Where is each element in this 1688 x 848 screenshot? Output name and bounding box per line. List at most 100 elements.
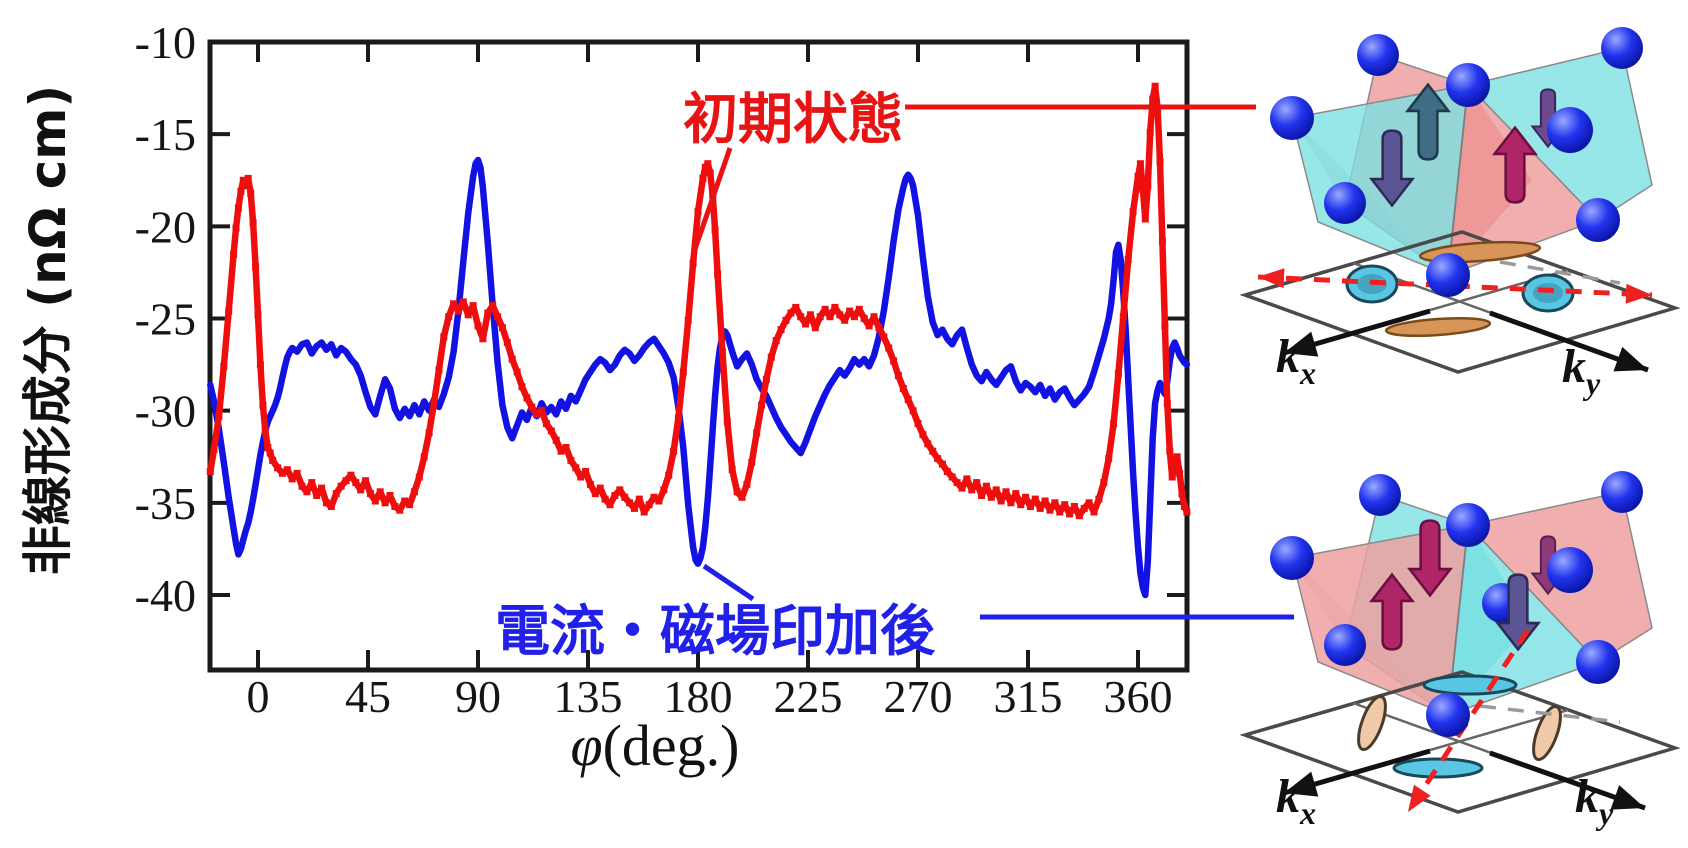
series-marker: [679, 368, 687, 376]
arrowhead: [1625, 283, 1653, 305]
series-marker: [484, 309, 492, 317]
current-direction-dashed-arrow: [1405, 628, 1531, 814]
series-marker: [308, 479, 316, 487]
series-marker: [430, 399, 438, 407]
atom-sphere: [1357, 34, 1399, 76]
series-marker: [953, 479, 961, 487]
series-marker: [518, 383, 526, 391]
series-marker: [670, 447, 678, 455]
series-marker: [288, 475, 296, 483]
series-marker: [342, 477, 350, 485]
series-marker: [242, 182, 250, 190]
series-after-field: [207, 156, 1191, 599]
series-marker: [577, 473, 585, 481]
fermi-pocket-texture: [1533, 283, 1563, 303]
series-marker: [733, 488, 741, 496]
series-marker: [919, 431, 927, 439]
series-marker: [802, 320, 810, 328]
series-marker: [596, 484, 604, 492]
series-marker: [806, 311, 814, 319]
series-marker: [386, 492, 394, 499]
series-marker: [489, 302, 497, 310]
series-marker: [934, 455, 942, 463]
y-tick-label: -20: [135, 201, 196, 252]
series-marker: [997, 497, 1005, 505]
series-marker: [894, 372, 902, 380]
series-marker: [846, 307, 854, 315]
series-marker: [269, 456, 277, 464]
series-marker: [958, 484, 966, 492]
phi-symbol: φ: [570, 713, 603, 778]
series-marker: [660, 486, 668, 494]
series-marker: [963, 475, 971, 483]
series-marker: [298, 482, 306, 490]
series-marker: [938, 460, 946, 468]
series-marker: [274, 464, 282, 472]
x-tick-label: 225: [774, 671, 843, 722]
series-marker: [875, 324, 883, 332]
series-marker: [870, 313, 878, 321]
series-marker: [469, 302, 477, 310]
series-marker: [640, 508, 648, 516]
series-marker: [586, 480, 594, 488]
atom-sphere: [1601, 27, 1643, 69]
series-marker: [1085, 499, 1093, 507]
series-marker: [1183, 508, 1191, 516]
series-marker: [689, 259, 697, 267]
octahedron-edge: [1447, 84, 1469, 276]
series-marker: [508, 355, 516, 363]
arrowhead: [1257, 267, 1285, 289]
series-marker: [1168, 473, 1176, 481]
series-marker: [630, 504, 638, 512]
series-marker: [978, 492, 986, 499]
series-marker: [1134, 173, 1142, 181]
series-marker: [1124, 256, 1132, 263]
series-marker: [261, 427, 269, 435]
series-marker: [1017, 501, 1025, 509]
series-marker: [855, 305, 863, 313]
series-marker: [450, 300, 458, 308]
series-marker: [391, 503, 399, 510]
series-marker: [723, 418, 731, 426]
series-marker: [352, 479, 360, 487]
series-marker: [1180, 503, 1188, 510]
series-line: [207, 156, 1191, 599]
series-marker: [215, 412, 223, 420]
blue-leader-diagonal: [702, 563, 755, 602]
atom-sphere: [1426, 253, 1470, 297]
series-marker: [220, 362, 228, 370]
x-tick-label: 270: [884, 671, 953, 722]
series-marker: [591, 490, 599, 498]
series-marker: [479, 335, 487, 343]
legend-initial-state: 初期状態: [683, 87, 904, 151]
series-marker: [303, 488, 311, 496]
series-marker: [616, 486, 624, 494]
series-marker: [943, 468, 951, 475]
atom-sphere: [1547, 547, 1593, 593]
series-marker: [706, 169, 714, 177]
kx-axis-label: kx: [1276, 770, 1316, 831]
series-marker: [538, 407, 546, 415]
series-marker: [1114, 370, 1122, 378]
series-marker: [313, 492, 321, 499]
series-marker: [797, 313, 805, 321]
series-marker: [626, 499, 634, 507]
series-marker: [635, 495, 643, 503]
series-marker: [318, 484, 326, 492]
series-marker: [885, 344, 893, 352]
series-marker: [498, 324, 506, 332]
atom-sphere: [1359, 474, 1401, 516]
series-marker: [1166, 447, 1174, 455]
series-marker: [464, 311, 472, 319]
series-marker: [557, 447, 565, 455]
series-marker: [880, 333, 888, 341]
series-marker: [1110, 420, 1118, 428]
series-marker: [914, 420, 922, 428]
series-marker: [410, 488, 418, 496]
fermi-pocket-cyan: [1392, 757, 1484, 779]
series-marker: [982, 482, 990, 490]
series-marker: [1061, 501, 1069, 509]
series-marker: [210, 445, 218, 453]
series-marker: [782, 316, 790, 324]
series-marker: [701, 163, 709, 171]
